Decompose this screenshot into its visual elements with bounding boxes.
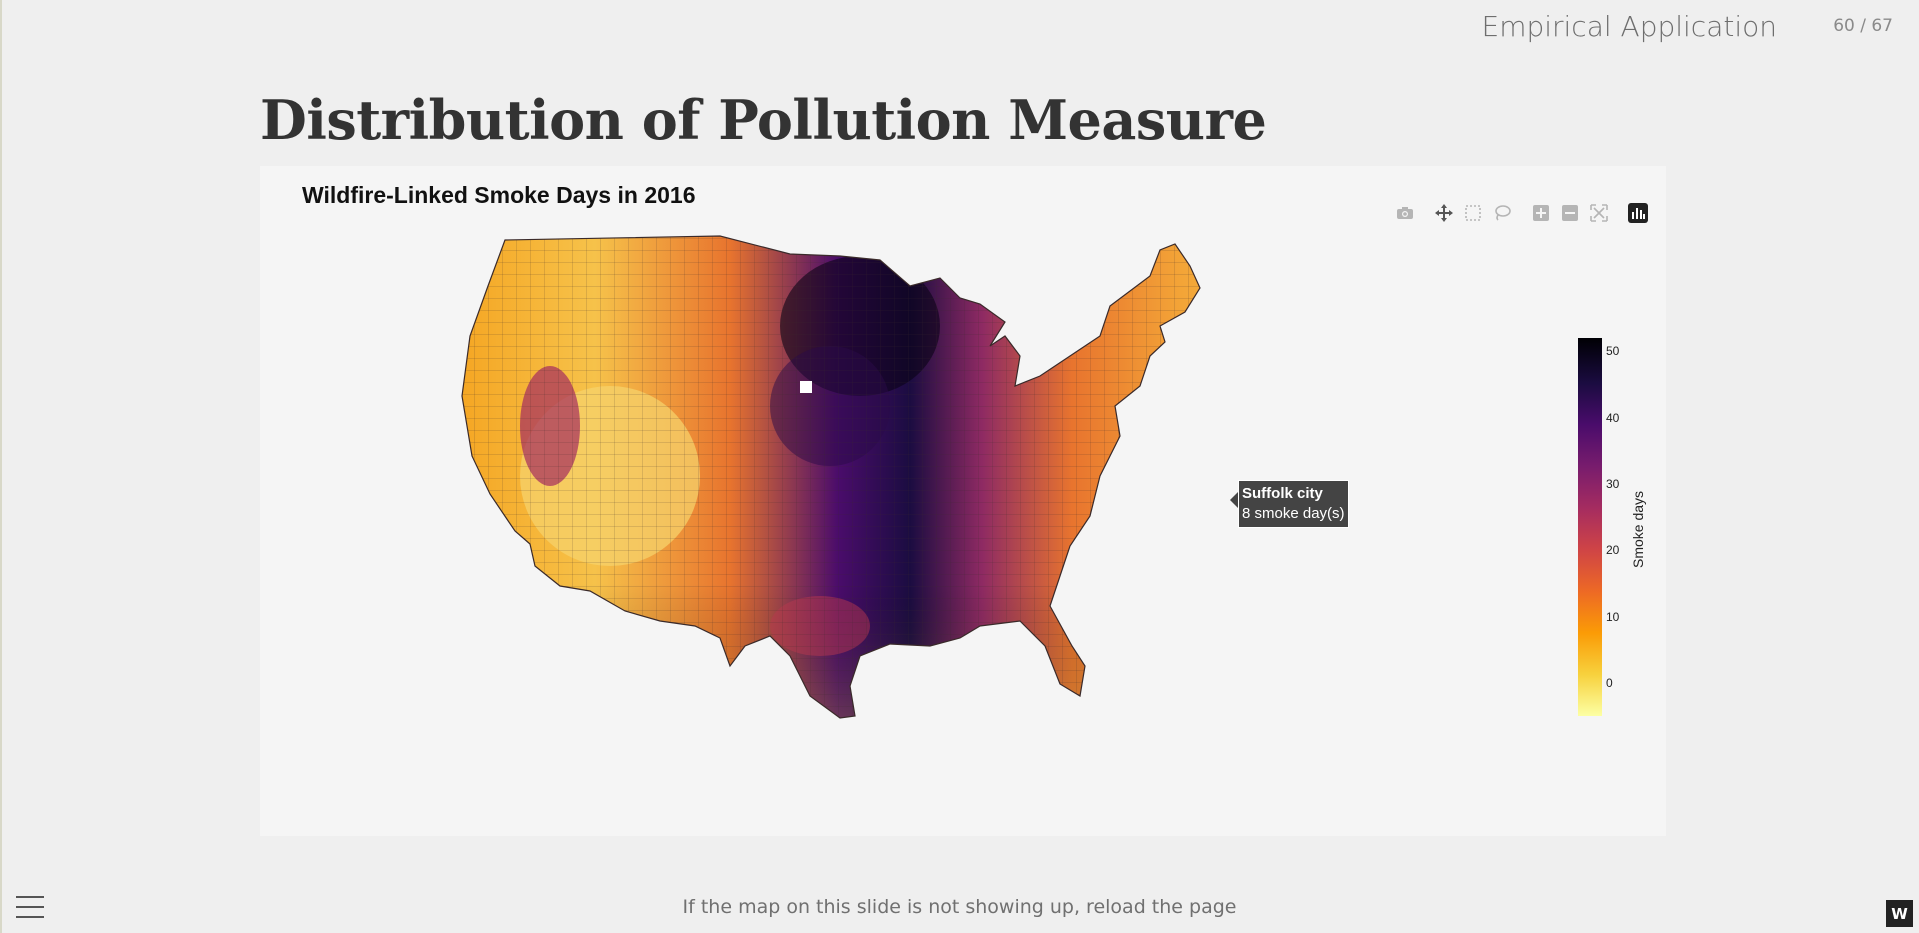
colorbar [1578, 338, 1602, 716]
colorbar-tick-label: 0 [1606, 675, 1613, 690]
slide-counter: 60 / 67 [1833, 16, 1893, 36]
box-select-icon[interactable] [1458, 200, 1487, 226]
zoom-in-icon[interactable] [1526, 200, 1555, 226]
missing-data-county [800, 381, 812, 393]
slide-edge [0, 0, 2, 933]
plotly-logo-icon[interactable] [1623, 200, 1652, 226]
colorbar-title: Smoke days [1630, 490, 1646, 568]
tooltip-arrow [1230, 492, 1238, 508]
autoscale-icon[interactable] [1584, 200, 1613, 226]
menu-icon[interactable] [16, 896, 44, 920]
section-title: Empirical Application [1481, 10, 1778, 43]
colorbar-tick-label: 10 [1606, 609, 1620, 624]
zoom-out-icon[interactable] [1555, 200, 1584, 226]
footer-note: If the map on this slide is not showing … [682, 896, 1237, 918]
camera-icon[interactable] [1390, 200, 1419, 226]
plot-title: Wildfire-Linked Smoke Days in 2016 [302, 182, 696, 208]
tooltip-name: Suffolk city [1242, 485, 1323, 502]
colorbar-tick-label: 20 [1606, 543, 1620, 558]
lasso-icon[interactable] [1487, 200, 1516, 226]
colorbar-tick-label: 30 [1606, 476, 1620, 491]
page-title: Distribution of Pollution Measure [260, 88, 1267, 152]
colorbar-tick-label: 40 [1606, 410, 1620, 425]
tooltip-value: 8 smoke day(s) [1242, 505, 1345, 522]
colorbar-tick-label: 50 [1606, 344, 1620, 359]
hover-tooltip: Suffolk city 8 smoke day(s) [1238, 480, 1349, 528]
logo-icon: W [1886, 900, 1913, 927]
modebar [1390, 200, 1652, 226]
us-county-map[interactable] [460, 226, 1360, 776]
pan-icon[interactable] [1429, 200, 1458, 226]
